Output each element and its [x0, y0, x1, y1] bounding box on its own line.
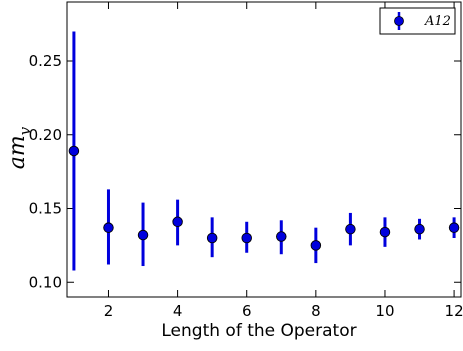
- data-point: [345, 223, 356, 235]
- x-tick-label: 8: [311, 302, 321, 320]
- legend: A12: [379, 7, 456, 35]
- legend-box: [379, 7, 456, 35]
- data-point: [68, 145, 80, 157]
- data-point: [276, 231, 287, 242]
- legend-marker: [394, 16, 404, 26]
- plot-area: [66, 1, 462, 298]
- y-tick-label: 0.10: [29, 273, 62, 291]
- y-axis-label-base: am: [5, 135, 30, 169]
- x-tick-label: 12: [445, 302, 463, 320]
- data-point: [137, 229, 149, 241]
- data-point: [310, 240, 322, 251]
- axis-ticks: 2 4 6 8 10 12 0.10 0.15 0.20 0.25: [29, 2, 463, 320]
- data-point: [172, 216, 183, 228]
- legend-entry-label: A12: [424, 14, 451, 29]
- y-tick-label: 0.25: [29, 52, 62, 70]
- x-tick-label: 4: [173, 302, 183, 320]
- plot-frame: [66, 1, 462, 298]
- x-tick-label: 2: [104, 302, 114, 320]
- data-point: [379, 226, 391, 238]
- data-point: [414, 223, 425, 235]
- y-axis-label: amv: [5, 126, 34, 169]
- data-point: [206, 232, 218, 244]
- data-point: [448, 222, 460, 233]
- x-tick-label: 6: [242, 302, 252, 320]
- y-tick-label: 0.15: [29, 200, 62, 218]
- series-a12: [68, 31, 460, 271]
- data-series: [68, 31, 460, 271]
- y-tick-label: 0.20: [29, 126, 62, 144]
- x-axis-label: Length of the Operator: [161, 321, 356, 341]
- data-point: [103, 222, 114, 233]
- data-point: [241, 232, 252, 244]
- x-tick-label: 10: [375, 302, 394, 320]
- y-axis-label-subscript: v: [16, 126, 34, 135]
